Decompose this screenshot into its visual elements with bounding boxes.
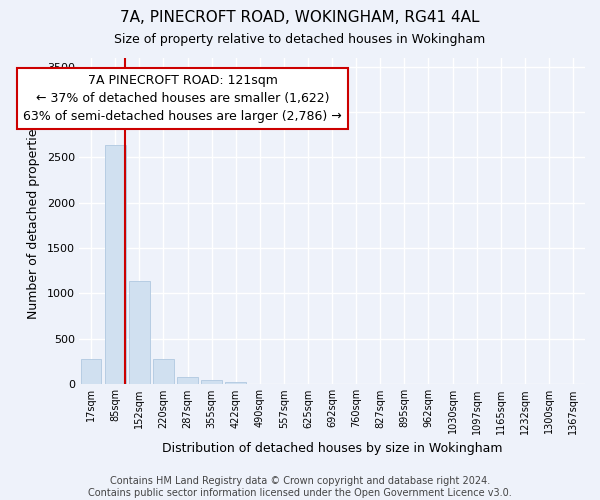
- Text: 7A, PINECROFT ROAD, WOKINGHAM, RG41 4AL: 7A, PINECROFT ROAD, WOKINGHAM, RG41 4AL: [120, 10, 480, 25]
- Bar: [153, 358, 174, 384]
- Bar: [202, 380, 222, 384]
- Text: Size of property relative to detached houses in Wokingham: Size of property relative to detached ho…: [115, 32, 485, 46]
- Bar: [178, 376, 198, 384]
- Bar: [129, 280, 149, 384]
- Text: 7A PINECROFT ROAD: 121sqm
← 37% of detached houses are smaller (1,622)
63% of se: 7A PINECROFT ROAD: 121sqm ← 37% of detac…: [23, 74, 342, 123]
- Bar: [226, 382, 246, 384]
- Bar: [105, 145, 125, 384]
- Bar: [81, 359, 101, 384]
- Text: Contains HM Land Registry data © Crown copyright and database right 2024.
Contai: Contains HM Land Registry data © Crown c…: [88, 476, 512, 498]
- Y-axis label: Number of detached properties: Number of detached properties: [27, 122, 40, 320]
- X-axis label: Distribution of detached houses by size in Wokingham: Distribution of detached houses by size …: [162, 442, 502, 455]
